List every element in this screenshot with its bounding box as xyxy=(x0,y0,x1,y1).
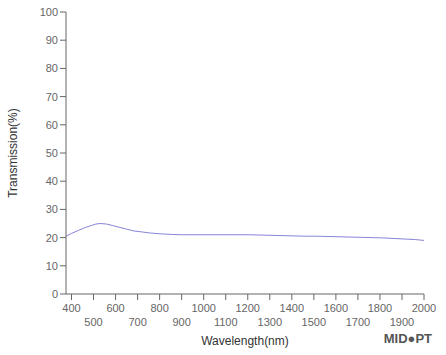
svg-text:1000: 1000 xyxy=(191,302,215,314)
svg-text:90: 90 xyxy=(46,34,58,46)
svg-text:1800: 1800 xyxy=(368,302,392,314)
svg-text:80: 80 xyxy=(46,62,58,74)
svg-text:1200: 1200 xyxy=(236,302,260,314)
svg-text:30: 30 xyxy=(46,203,58,215)
svg-text:70: 70 xyxy=(46,91,58,103)
svg-text:1500: 1500 xyxy=(302,316,326,328)
svg-text:40: 40 xyxy=(46,175,58,187)
html-text:MID●PT: MID●PT xyxy=(383,331,432,346)
svg-text:400: 400 xyxy=(62,302,80,314)
svg-text:100: 100 xyxy=(40,6,58,18)
svg-text:20: 20 xyxy=(46,232,58,244)
svg-text:1700: 1700 xyxy=(346,316,370,328)
svg-text:50: 50 xyxy=(46,147,58,159)
svg-text:1600: 1600 xyxy=(324,302,348,314)
svg-text:0: 0 xyxy=(52,288,58,300)
svg-text:1100: 1100 xyxy=(214,316,238,328)
svg-text:60: 60 xyxy=(46,119,58,131)
svg-text:800: 800 xyxy=(150,302,168,314)
svg-text:2000: 2000 xyxy=(412,302,436,314)
svg-text:1300: 1300 xyxy=(258,316,282,328)
svg-text:500: 500 xyxy=(84,316,102,328)
svg-text:900: 900 xyxy=(172,316,190,328)
svg-text:Transmission(%): Transmission(%) xyxy=(8,108,20,198)
svg-text:700: 700 xyxy=(128,316,146,328)
svg-text:1900: 1900 xyxy=(390,316,414,328)
svg-text:Wavelength(nm): Wavelength(nm) xyxy=(201,334,289,348)
svg-text:10: 10 xyxy=(46,260,58,272)
svg-text:600: 600 xyxy=(106,302,124,314)
svg-text:1400: 1400 xyxy=(280,302,304,314)
